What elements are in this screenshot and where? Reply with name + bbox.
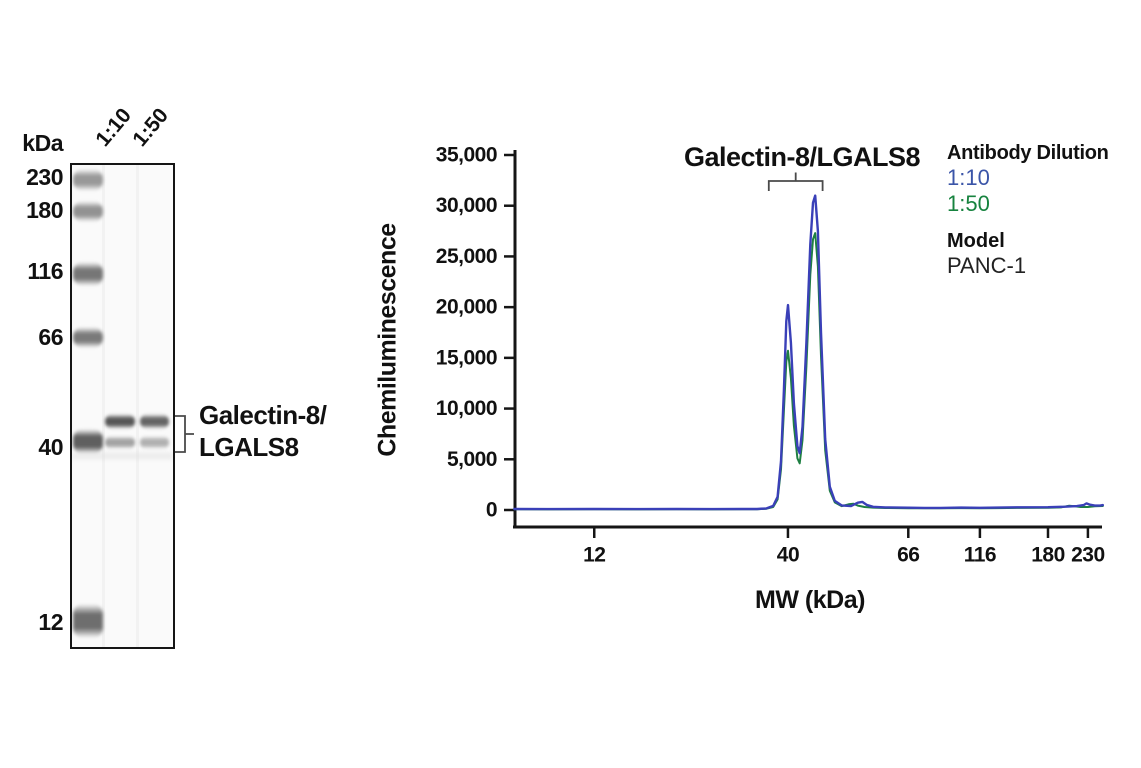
legend-model-title: Model bbox=[947, 230, 1005, 252]
y-tick-label: 30,000 bbox=[436, 194, 497, 217]
kda-header: kDa bbox=[22, 130, 63, 156]
y-tick-label: 35,000 bbox=[436, 144, 497, 167]
ladder-label-230: 230 bbox=[26, 164, 63, 190]
y-tick-label: 0 bbox=[486, 499, 497, 522]
y-tick-label: 10,000 bbox=[436, 397, 497, 420]
x-tick-label: 40 bbox=[777, 543, 799, 566]
ladder-band-40 bbox=[73, 429, 103, 454]
legend-entry-1-10: 1:10 bbox=[947, 165, 990, 190]
ladder-band-180 bbox=[73, 201, 103, 222]
series-line-1-10 bbox=[513, 194, 1104, 511]
y-tick-label: 25,000 bbox=[436, 245, 497, 268]
x-tick-label: 12 bbox=[583, 543, 605, 566]
y-tick-label: 20,000 bbox=[436, 296, 497, 319]
x-axis-title: MW (kDa) bbox=[755, 586, 865, 614]
chart-title: Galectin-8/LGALS8 bbox=[683, 142, 921, 172]
ladder-label-66: 66 bbox=[38, 324, 63, 350]
ladder-band-230 bbox=[73, 169, 103, 191]
sample-band-1-10-lower bbox=[105, 436, 135, 449]
y-axis-title: Chemiluminescence bbox=[373, 223, 402, 457]
x-tick-label: 180 bbox=[1031, 543, 1065, 566]
legend-entry-1-50: 1:50 bbox=[947, 191, 990, 216]
blot-smear bbox=[72, 451, 173, 461]
legend-model-value: PANC-1 bbox=[947, 253, 1027, 278]
ladder-band-66 bbox=[73, 327, 103, 348]
y-tick-label: 15,000 bbox=[436, 346, 497, 369]
legend-title: Antibody Dilution bbox=[947, 142, 1109, 164]
ladder-label-116: 116 bbox=[27, 258, 63, 284]
y-tick-label: 5,000 bbox=[447, 448, 497, 471]
blot-target-annotation-line2: LGALS8 bbox=[199, 432, 299, 462]
blot-target-annotation: Galectin-8/ LGALS8 bbox=[199, 399, 327, 463]
blot-image bbox=[70, 163, 175, 649]
ladder-label-180: 180 bbox=[26, 197, 63, 223]
sample-band-1-50-lower bbox=[140, 436, 169, 449]
ladder-band-116 bbox=[73, 262, 103, 286]
sample-band-1-50-upper bbox=[140, 414, 169, 429]
blot-target-annotation-line1: Galectin-8/ bbox=[199, 400, 327, 430]
ladder-label-12: 12 bbox=[38, 609, 63, 635]
x-tick-label: 230 bbox=[1071, 543, 1105, 566]
x-tick-label: 66 bbox=[897, 543, 919, 566]
ladder-band-12 bbox=[73, 604, 103, 638]
blot-target-bracket bbox=[175, 415, 194, 453]
peak-bracket bbox=[767, 172, 824, 191]
ladder-label-40: 40 bbox=[38, 434, 63, 460]
sample-band-1-10-upper bbox=[105, 414, 135, 429]
chart-legend: Antibody Dilution 1:10 1:50 Model PANC-1 bbox=[947, 141, 1137, 279]
x-tick-label: 116 bbox=[964, 543, 996, 566]
